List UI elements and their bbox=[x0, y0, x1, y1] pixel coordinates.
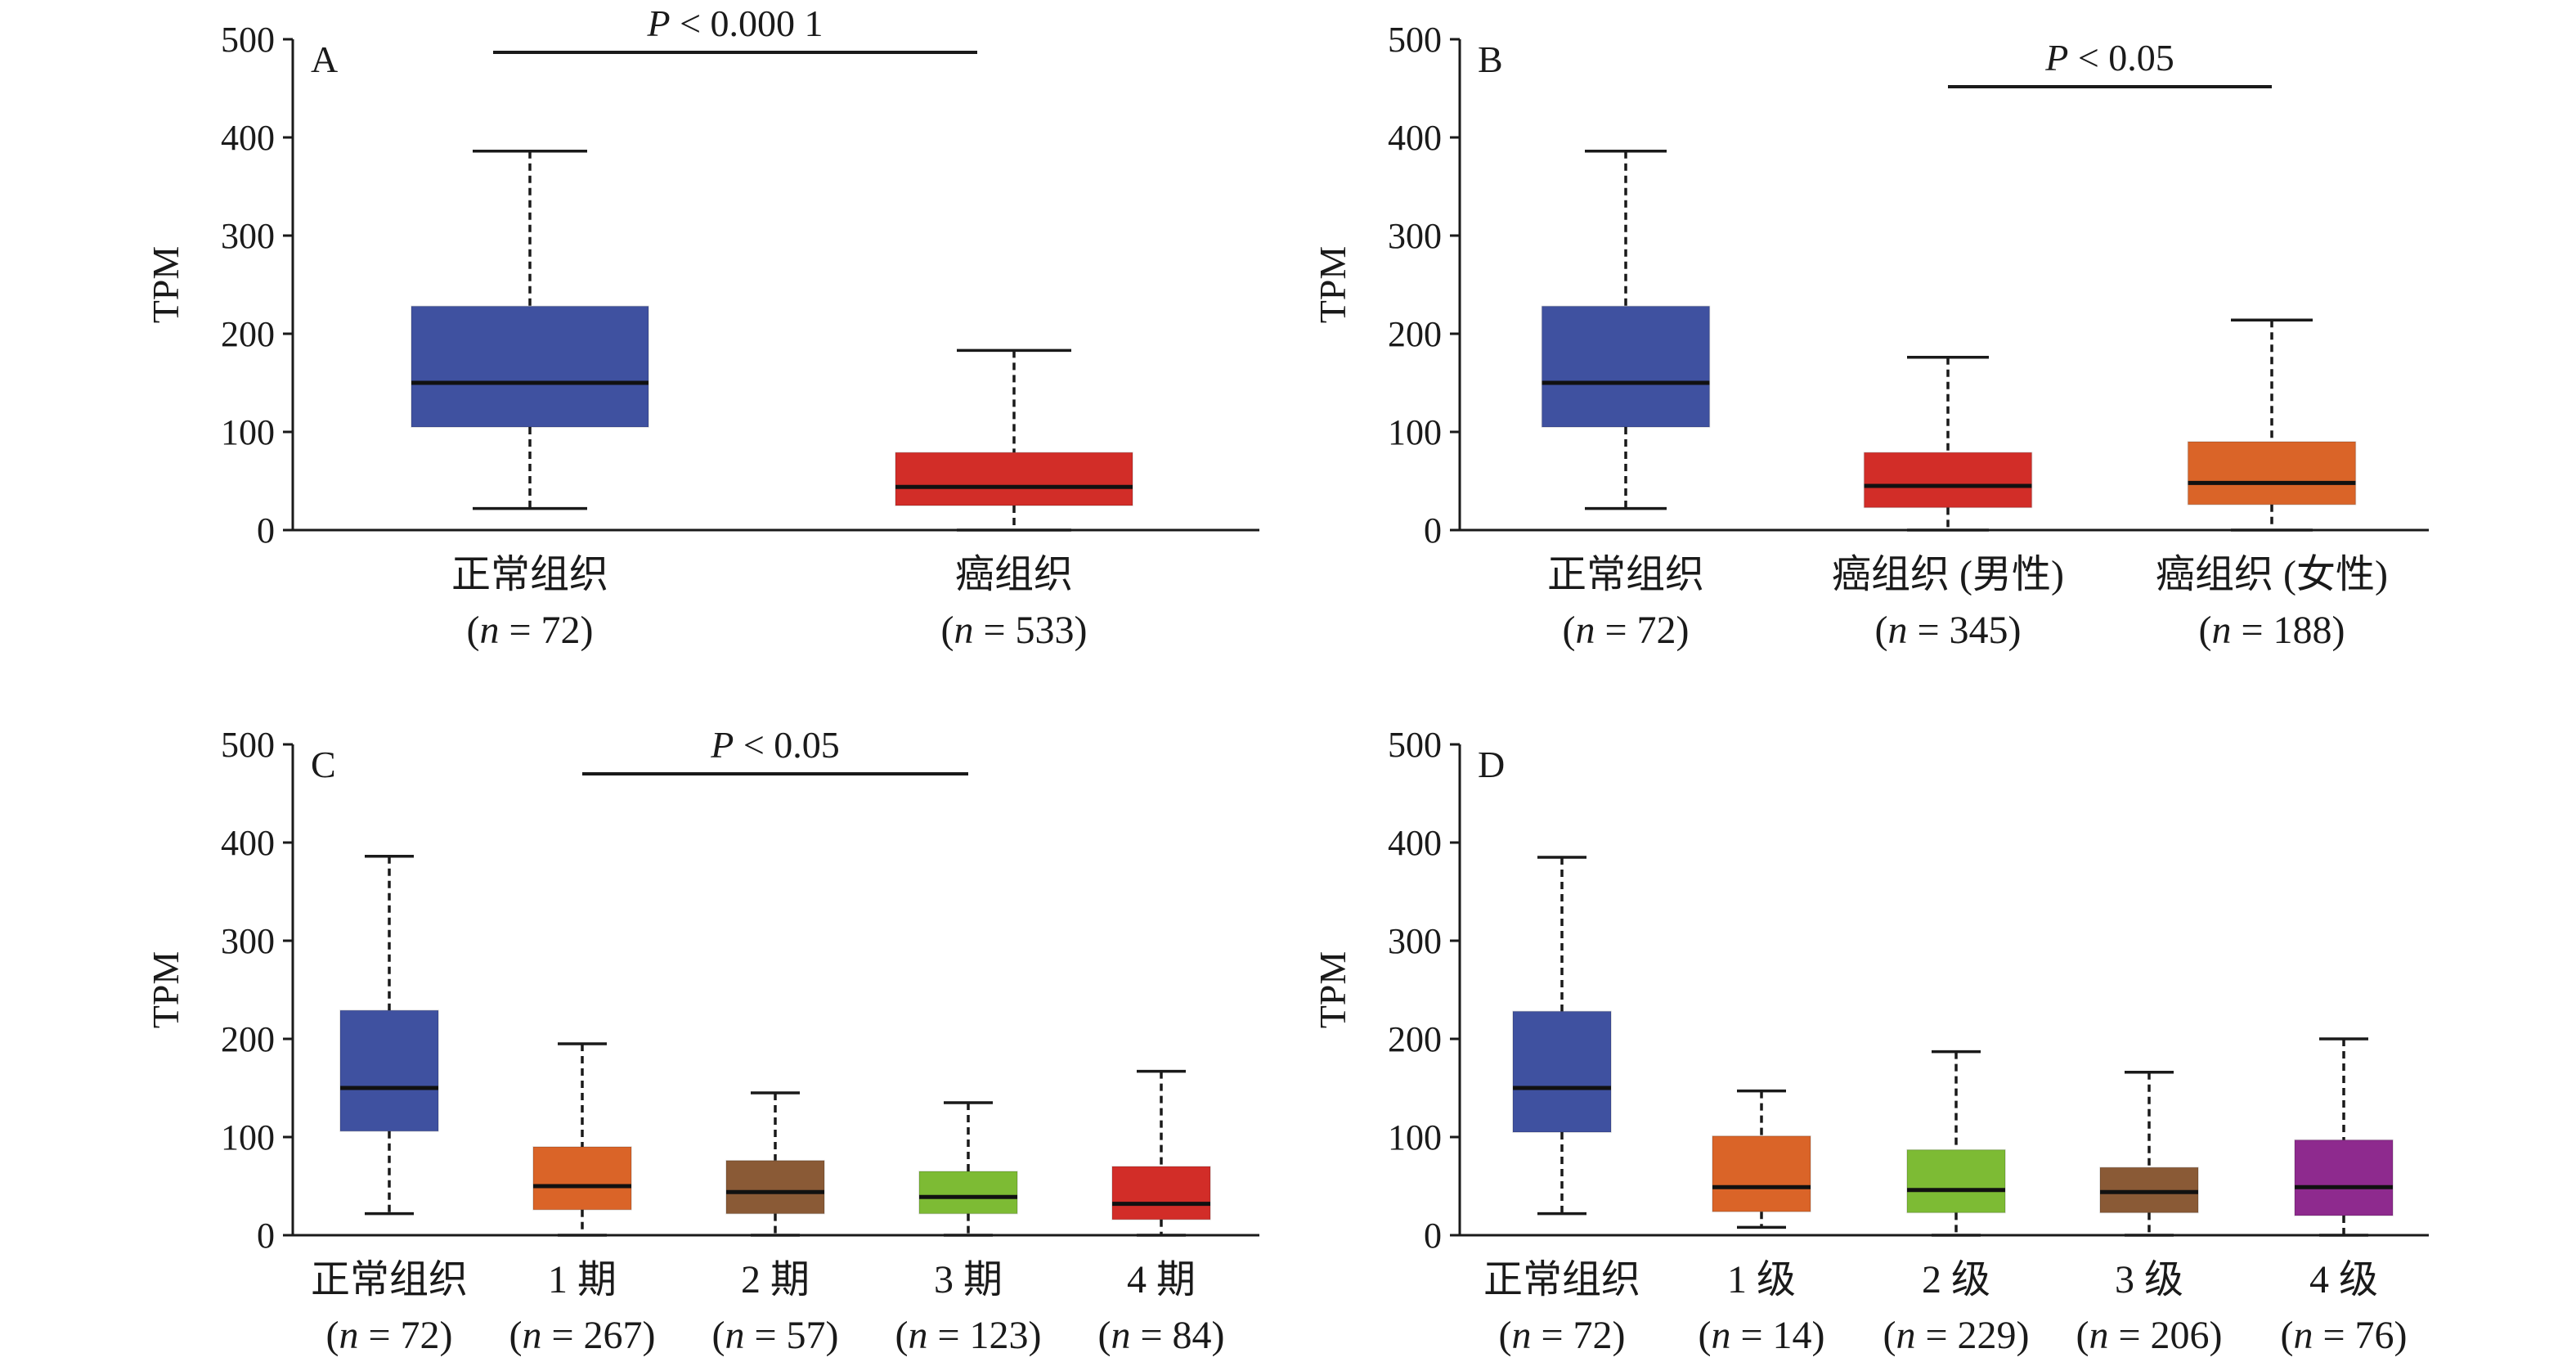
box-1 bbox=[339, 855, 439, 1216]
panel-letter: D bbox=[1478, 744, 1505, 785]
y-axis-label: TPM bbox=[1312, 951, 1353, 1029]
category-label: 癌组织 (女性) bbox=[2156, 553, 2388, 596]
y-tick-label: 400 bbox=[1388, 823, 1442, 863]
y-tick-label: 100 bbox=[221, 1117, 275, 1157]
y-tick-label: 0 bbox=[1424, 1216, 1442, 1256]
category-label: 正常组织 bbox=[1547, 553, 1704, 596]
panel-d: 0 100 200 300 400 500 TPM D 正常组织 (n = 72) 1 级 (n = … bbox=[1312, 725, 2429, 1357]
category-label: 1 期 bbox=[548, 1258, 617, 1301]
y-tick-label: 0 bbox=[257, 510, 275, 551]
y-axis-label: TPM bbox=[145, 246, 186, 324]
category-label: 2 期 bbox=[741, 1258, 810, 1301]
significance-label: P < 0.05 bbox=[2044, 37, 2174, 79]
box-1 bbox=[411, 150, 649, 510]
sample-size-label: (n = 123) bbox=[895, 1314, 1041, 1357]
iqr-box bbox=[1906, 1148, 2006, 1214]
y-tick-label: 100 bbox=[1388, 1117, 1442, 1157]
sample-size-label: (n = 72) bbox=[1562, 609, 1689, 652]
panel-letter: C bbox=[311, 744, 336, 785]
y-tick-label: 200 bbox=[1388, 1019, 1442, 1059]
sample-size-label: (n = 267) bbox=[509, 1314, 655, 1357]
y-tick-label: 100 bbox=[221, 412, 275, 452]
panel-a: 0 100 200 300 400 500 TPM A 正常组织 (n = 72) 癌组织 (n = … bbox=[145, 2, 1259, 652]
category-label: 3 级 bbox=[2115, 1258, 2183, 1301]
sample-size-label: (n = 229) bbox=[1883, 1314, 2029, 1357]
box-3 bbox=[1906, 1050, 2006, 1237]
sample-size-label: (n = 72) bbox=[1498, 1314, 1625, 1357]
y-tick-label: 200 bbox=[221, 314, 275, 354]
box-5 bbox=[1111, 1069, 1211, 1237]
panel-letter: A bbox=[311, 38, 338, 80]
y-tick-label: 500 bbox=[221, 20, 275, 60]
box-4 bbox=[918, 1101, 1018, 1237]
box-5 bbox=[2294, 1037, 2394, 1237]
sample-size-label: (n = 14) bbox=[1698, 1314, 1824, 1357]
iqr-box bbox=[339, 1009, 439, 1132]
y-tick-label: 400 bbox=[1388, 118, 1442, 158]
y-tick-label: 400 bbox=[221, 823, 275, 863]
y-tick-label: 0 bbox=[1424, 510, 1442, 551]
box-4 bbox=[2099, 1071, 2199, 1237]
iqr-box bbox=[1111, 1166, 1211, 1220]
y-tick-label: 400 bbox=[221, 118, 275, 158]
y-tick-label: 500 bbox=[1388, 20, 1442, 60]
iqr-box bbox=[1863, 452, 2033, 509]
category-label: 正常组织 bbox=[1483, 1258, 1640, 1301]
significance-label: P < 0.05 bbox=[710, 724, 840, 766]
y-axis-label: TPM bbox=[145, 951, 186, 1029]
box-2 bbox=[1863, 356, 2033, 532]
sample-size-label: (n = 72) bbox=[325, 1314, 452, 1357]
box-1 bbox=[1512, 856, 1612, 1216]
box-3 bbox=[725, 1091, 825, 1237]
category-label: 1 级 bbox=[1727, 1258, 1796, 1301]
y-tick-label: 300 bbox=[221, 216, 275, 256]
y-axis-label: TPM bbox=[1312, 246, 1353, 324]
sample-size-label: (n = 84) bbox=[1097, 1314, 1224, 1357]
category-label: 3 期 bbox=[934, 1258, 1003, 1301]
box-2 bbox=[532, 1042, 632, 1237]
iqr-box bbox=[1541, 305, 1711, 428]
sample-size-label: (n = 206) bbox=[2076, 1314, 2222, 1357]
sample-size-label: (n = 188) bbox=[2198, 609, 2345, 652]
box-2 bbox=[1712, 1089, 1811, 1229]
iqr-box bbox=[895, 452, 1133, 506]
box-1 bbox=[1541, 150, 1711, 510]
category-label: 正常组织 bbox=[311, 1258, 468, 1301]
iqr-box bbox=[2187, 441, 2357, 506]
category-label: 4 级 bbox=[2309, 1258, 2378, 1301]
panel-b: 0 100 200 300 400 500 TPM B 正常组织 (n = 72) 癌组织 (男性)… bbox=[1312, 20, 2429, 652]
y-tick-label: 500 bbox=[1388, 725, 1442, 765]
iqr-box bbox=[1712, 1135, 1811, 1212]
iqr-box bbox=[1512, 1010, 1612, 1133]
iqr-box bbox=[2294, 1139, 2394, 1216]
y-tick-label: 300 bbox=[1388, 921, 1442, 961]
sample-size-label: (n = 533) bbox=[940, 609, 1087, 652]
iqr-box bbox=[725, 1160, 825, 1215]
panel-letter: B bbox=[1478, 38, 1503, 80]
y-tick-label: 200 bbox=[221, 1019, 275, 1059]
sample-size-label: (n = 345) bbox=[1874, 609, 2021, 652]
sample-size-label: (n = 72) bbox=[466, 609, 593, 652]
category-label: 正常组织 bbox=[451, 553, 608, 596]
category-label: 2 级 bbox=[1922, 1258, 1990, 1301]
iqr-box bbox=[411, 305, 649, 428]
iqr-box bbox=[532, 1146, 632, 1211]
category-label: 癌组织 (男性) bbox=[1832, 553, 2064, 596]
category-label: 4 期 bbox=[1127, 1258, 1196, 1301]
sample-size-label: (n = 76) bbox=[2280, 1314, 2407, 1357]
sample-size-label: (n = 57) bbox=[711, 1314, 838, 1357]
y-tick-label: 300 bbox=[221, 921, 275, 961]
box-3 bbox=[2187, 318, 2357, 532]
y-tick-label: 0 bbox=[257, 1216, 275, 1256]
y-tick-label: 200 bbox=[1388, 314, 1442, 354]
y-tick-label: 500 bbox=[221, 725, 275, 765]
significance-label: P < 0.000 1 bbox=[646, 2, 823, 44]
category-label: 癌组织 bbox=[955, 553, 1073, 596]
box-2 bbox=[895, 348, 1133, 532]
y-tick-label: 100 bbox=[1388, 412, 1442, 452]
iqr-box bbox=[918, 1171, 1018, 1215]
y-tick-label: 300 bbox=[1388, 216, 1442, 256]
panel-c: 0 100 200 300 400 500 TPM C 正常组织 (n = 72) 1 期 (n = … bbox=[145, 724, 1259, 1357]
